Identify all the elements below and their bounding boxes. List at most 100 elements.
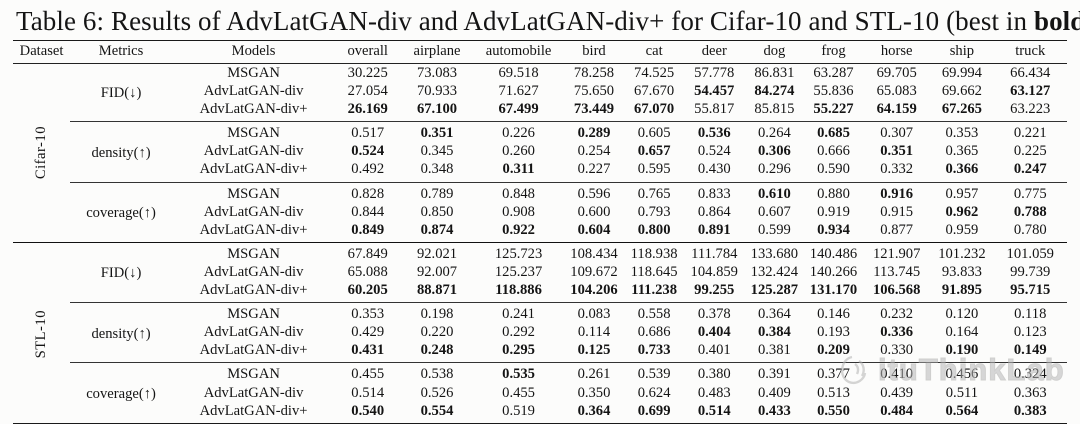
value-cell: 118.938 (624, 241, 684, 263)
metric-label: FID(↓) (100, 84, 142, 101)
value-cell: 0.600 (577, 203, 611, 220)
value-cell: 0.590 (817, 161, 850, 178)
table-row: AdvLatGAN-div 65.088 92.007 125.237 109.672 1… (13, 263, 1067, 281)
model-label: AdvLatGAN-div (203, 324, 304, 341)
column-header: Models (172, 40, 336, 64)
value-cell: 65.083 (876, 83, 917, 100)
value-cell: 0.657 (637, 143, 671, 160)
value-cell: 0.514 (697, 402, 731, 419)
value-cell: 101.232 (930, 241, 994, 263)
value-cell: 0.524 (697, 143, 731, 160)
value-cell: 63.223 (1010, 101, 1051, 118)
table-row: coverage(↑) MSGAN 0.455 0.538 0.535 0.261 0.53… (13, 362, 1067, 424)
table-row: AdvLatGAN-div 0.524 0.345 0.260 0.254 0.657 0.… (13, 142, 1067, 160)
value-cell: 55.836 (813, 83, 854, 100)
value-cell: 55.817 (694, 101, 735, 118)
value-cell: 0.429 (351, 324, 385, 341)
value-cell: 0.833 (683, 181, 745, 203)
value-cell: 0.247 (1013, 161, 1047, 178)
table-row: AdvLatGAN-div 0.514 0.526 0.455 0.350 0.624 0.… (13, 384, 1067, 402)
value-cell: 106.568 (872, 282, 921, 299)
value-cell: 0.384 (757, 324, 791, 341)
value-cell: 69.662 (941, 83, 982, 100)
value-cell: 0.365 (945, 143, 979, 160)
value-cell: 0.351 (880, 143, 914, 160)
value-cell: 0.775 (993, 181, 1067, 203)
value-cell: 0.260 (502, 143, 535, 160)
value-cell: 0.345 (420, 143, 454, 160)
value-cell: 0.789 (400, 181, 474, 203)
value-cell: 101.059 (993, 241, 1067, 263)
value-cell: 0.607 (757, 203, 791, 220)
value-cell: 0.190 (945, 342, 979, 359)
dataset-name: Cifar-10 (33, 126, 50, 180)
value-cell: 0.919 (817, 203, 850, 220)
value-cell: 0.226 (473, 121, 564, 143)
dataset-label: STL-10 (13, 241, 71, 424)
column-header: bird (563, 40, 625, 64)
value-cell: 0.221 (993, 121, 1067, 143)
value-cell: 0.540 (351, 402, 385, 419)
value-cell: 0.849 (351, 221, 385, 238)
table-body: Cifar-10 FID(↓) MSGAN 30.225 73.083 69.518 78.… (13, 64, 1067, 424)
value-cell: 63.287 (813, 65, 854, 81)
value-cell: 0.431 (351, 342, 385, 359)
value-cell: 30.225 (347, 65, 388, 81)
column-header: ship (930, 40, 994, 64)
value-cell: 0.114 (577, 324, 611, 341)
value-cell: 111.784 (683, 241, 745, 263)
model-label: AdvLatGAN-div+ (199, 342, 308, 359)
table-row: AdvLatGAN-div 27.054 70.933 71.627 75.650 67.… (13, 82, 1067, 100)
table-row: density(↑) MSGAN 0.353 0.198 0.241 0.083 0.558… (13, 302, 1067, 363)
value-cell: 78.258 (573, 65, 615, 81)
value-cell: 0.800 (637, 221, 671, 238)
value-cell: 0.433 (757, 402, 791, 419)
value-cell: 57.778 (694, 65, 735, 81)
value-cell: 0.439 (880, 384, 914, 401)
table-row: STL-10 FID(↓) MSGAN 67.849 92.021 125.723 108.… (13, 241, 1067, 424)
column-header: Metrics (70, 40, 172, 64)
value-cell: 104.206 (570, 282, 618, 299)
value-cell: 0.391 (744, 362, 804, 384)
value-cell: 65.088 (347, 263, 388, 280)
model-label: AdvLatGAN-div+ (199, 101, 308, 118)
metric-label: density(↑) (70, 121, 172, 183)
value-cell: 0.844 (351, 203, 385, 220)
dataset-label: Cifar-10 (13, 64, 70, 243)
value-cell: 95.715 (1010, 282, 1051, 299)
column-header: automobile (473, 40, 564, 64)
model-label: AdvLatGAN-div (203, 143, 304, 160)
value-cell: 0.793 (637, 203, 671, 220)
column-header: overall (335, 40, 401, 64)
value-cell: 0.289 (563, 121, 625, 143)
table-row: AdvLatGAN-div+ 26.169 67.100 67.499 73.449 67… (13, 100, 1067, 122)
value-cell: 0.350 (577, 384, 611, 401)
column-header: dog (744, 40, 804, 64)
value-cell: 0.962 (945, 203, 979, 220)
value-cell: 0.539 (624, 362, 684, 384)
table-row: AdvLatGAN-div+ 0.540 0.554 0.519 0.364 0.699 0… (13, 402, 1067, 424)
value-cell: 99.255 (694, 282, 735, 299)
value-cell: 73.083 (416, 65, 458, 81)
value-cell: 111.238 (631, 282, 678, 299)
value-cell: 0.455 (502, 384, 535, 401)
model-label: MSGAN (172, 362, 336, 384)
dataset-name: STL-10 (33, 309, 50, 358)
value-cell: 0.332 (880, 161, 914, 178)
value-cell: 118.645 (630, 263, 678, 280)
value-cell: 0.610 (744, 181, 804, 203)
value-cell: 0.604 (577, 221, 611, 238)
column-header: horse (863, 40, 931, 64)
value-cell: 0.733 (637, 342, 671, 359)
value-cell: 88.871 (416, 282, 458, 299)
model-label: MSGAN (172, 302, 336, 324)
model-label: AdvLatGAN-div (203, 203, 304, 220)
model-label: AdvLatGAN-div+ (199, 221, 308, 238)
value-cell: 92.021 (400, 241, 474, 263)
model-label: AdvLatGAN-div+ (199, 402, 308, 419)
column-header: deer (683, 40, 745, 64)
value-cell: 0.685 (803, 121, 864, 143)
value-cell: 0.456 (930, 362, 994, 384)
value-cell: 0.864 (697, 203, 731, 220)
value-cell: 0.550 (817, 402, 850, 419)
